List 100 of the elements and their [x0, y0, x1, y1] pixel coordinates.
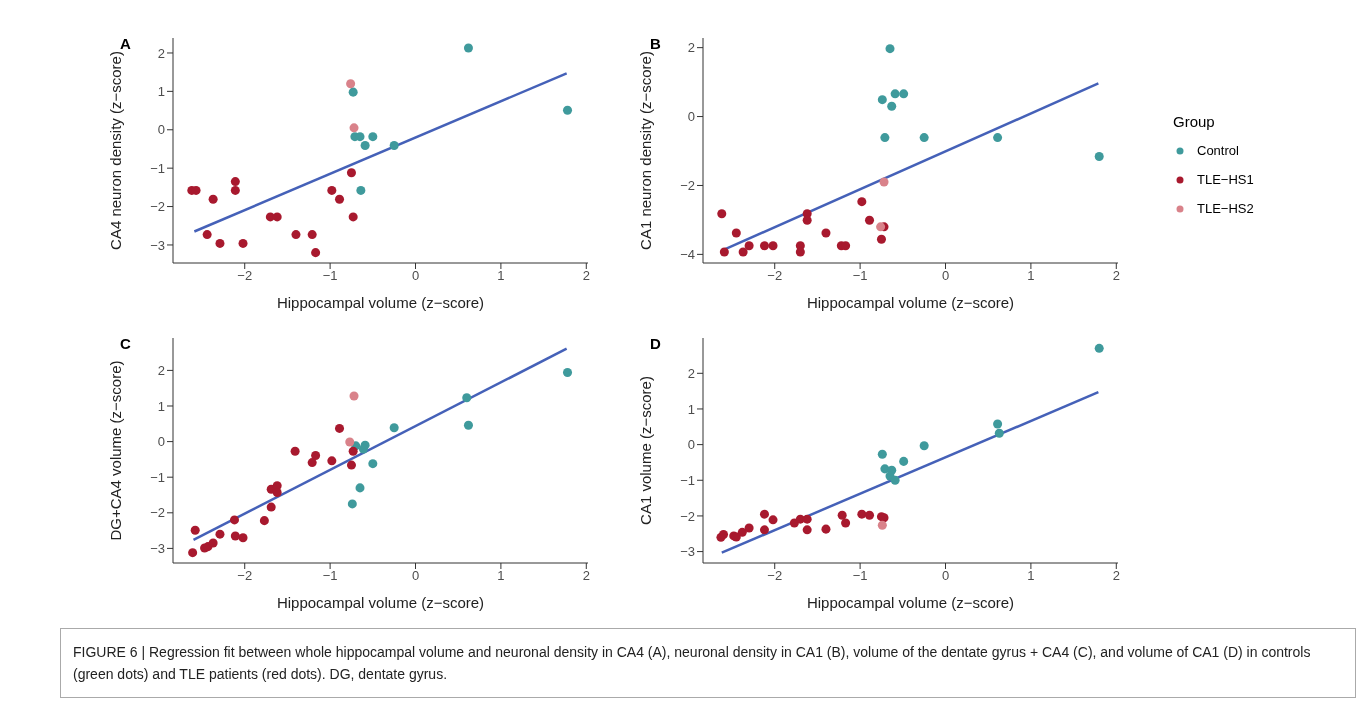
point: [307, 230, 317, 240]
y-tick-label: −2: [150, 199, 165, 215]
point: [215, 529, 225, 539]
x-tick-label: −2: [767, 568, 783, 584]
point: [266, 502, 276, 512]
point: [857, 509, 867, 519]
y-tick-label: −3: [680, 544, 695, 560]
point: [802, 514, 812, 524]
point: [230, 531, 240, 541]
point: [463, 43, 473, 53]
point: [348, 212, 358, 222]
point: [768, 241, 778, 251]
x-tick-label: −2: [237, 268, 253, 284]
x-tick-label: 2: [582, 568, 590, 584]
point: [345, 437, 355, 447]
point: [368, 459, 378, 469]
y-tick-label: −2: [680, 178, 695, 194]
y-tick-label: 2: [157, 363, 165, 379]
point: [358, 444, 368, 454]
point: [877, 449, 887, 459]
point: [795, 247, 805, 257]
point: [880, 133, 890, 143]
point: [291, 230, 301, 240]
chart-title: A: [120, 35, 131, 52]
y-tick-label: 0: [157, 122, 165, 138]
point: [877, 95, 887, 105]
point: [759, 509, 769, 519]
point: [307, 458, 317, 468]
x-tick-label: 2: [1112, 268, 1120, 284]
point: [348, 87, 358, 97]
point: [347, 499, 357, 509]
x-tick-label: 1: [497, 568, 505, 584]
caption: FIGURE 6 | Regression fit between whole hippocampal volume and neuronal density in CA4 (A), neuronal density in CA1 (B), volume of the dentate gyrus + CA4 (C), and volume of CA1 (D) in controls (green dots) and TLE patients (red dots). DG, dentate gyrus.: [73, 643, 1312, 684]
point: [349, 123, 359, 133]
point: [327, 185, 337, 195]
x-tick-label: −1: [852, 568, 868, 584]
point: [356, 185, 366, 195]
point: [311, 248, 321, 258]
point: [865, 510, 875, 520]
point: [1094, 343, 1104, 353]
y-axis-title: CA4 neuron density (z−score): [107, 51, 125, 250]
point: [802, 525, 812, 535]
y-tick-label: −2: [150, 505, 165, 521]
y-tick-label: −3: [150, 541, 165, 557]
x-tick-label: −2: [237, 568, 253, 584]
y-tick-label: 1: [157, 398, 165, 414]
point: [759, 525, 769, 535]
point: [335, 423, 345, 433]
point: [876, 234, 886, 244]
point: [877, 520, 887, 530]
y-tick-label: −4: [680, 247, 695, 262]
point: [346, 460, 356, 470]
y-tick-label: 1: [157, 83, 165, 99]
point: [327, 456, 337, 466]
x-tick-label: −2: [767, 268, 783, 284]
y-axis-title: CA1 volume (z−score): [637, 376, 655, 525]
point: [717, 209, 727, 219]
point: [360, 141, 370, 151]
point: [885, 44, 895, 54]
point: [837, 510, 847, 520]
point: [857, 197, 867, 207]
point: [562, 105, 573, 115]
point: [994, 428, 1004, 438]
y-tick-label: −1: [150, 469, 165, 485]
y-tick-label: −2: [680, 508, 695, 524]
point: [899, 456, 909, 466]
y-tick-label: 0: [687, 109, 695, 125]
point: [841, 518, 851, 528]
point: [259, 516, 269, 526]
x-tick-label: 0: [411, 268, 420, 284]
point: [368, 132, 378, 142]
legend-label: Control: [1197, 143, 1239, 158]
x-tick-label: 1: [497, 268, 505, 284]
point: [389, 141, 399, 151]
x-tick-label: 2: [582, 268, 590, 284]
x-axis-title: Hippocampal volume (z−score): [806, 294, 1015, 311]
point: [919, 441, 929, 451]
point: [462, 393, 472, 403]
point: [346, 79, 356, 89]
y-tick-label: −1: [680, 472, 695, 488]
point: [993, 419, 1003, 429]
point: [890, 89, 900, 99]
y-tick-label: 2: [157, 45, 165, 61]
point: [389, 423, 399, 433]
y-tick-label: −3: [150, 237, 165, 253]
x-tick-label: 0: [411, 568, 420, 584]
point: [335, 194, 345, 204]
point: [731, 228, 741, 238]
y-tick-label: 1: [687, 401, 695, 417]
x-tick-label: 0: [941, 268, 950, 284]
point: [238, 533, 248, 543]
point: [738, 247, 748, 257]
point: [202, 230, 212, 240]
chart-title: C: [120, 335, 131, 352]
point: [1094, 152, 1104, 162]
x-tick-label: −1: [852, 268, 868, 284]
point: [768, 515, 778, 525]
point: [348, 446, 358, 456]
x-tick-label: −1: [322, 568, 338, 584]
x-axis-title: Hippocampal volume (z−score): [276, 594, 485, 611]
